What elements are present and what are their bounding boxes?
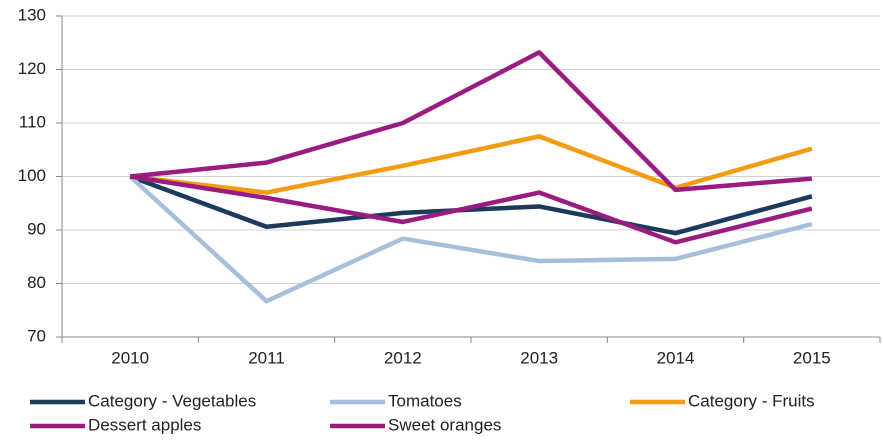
series-line	[128, 174, 813, 304]
y-tick-label: 130	[18, 5, 46, 24]
x-tick-label: 2012	[384, 348, 422, 367]
y-tick-label: 120	[18, 59, 46, 78]
x-tick-label: 2010	[111, 348, 149, 367]
legend-label: Category - Vegetables	[88, 391, 256, 410]
legend-label: Dessert apples	[88, 415, 201, 434]
legend-label: Category - Fruits	[688, 391, 815, 410]
series-line	[129, 174, 813, 245]
x-tick-label: 2011	[248, 348, 285, 367]
legend-label: Tomatoes	[388, 391, 462, 410]
x-tick-label: 2015	[793, 348, 831, 367]
x-tick-label: 2014	[657, 348, 695, 367]
y-tick-label: 90	[27, 219, 46, 238]
series-line	[129, 134, 813, 195]
y-tick-label: 110	[19, 112, 46, 131]
x-tick-label: 2013	[520, 348, 558, 367]
y-tick-label: 70	[27, 326, 46, 345]
y-tick-label: 100	[18, 166, 46, 185]
series-line	[129, 50, 813, 193]
legend-label: Sweet oranges	[388, 415, 501, 434]
series-line	[129, 174, 813, 236]
y-tick-label: 80	[27, 273, 46, 292]
